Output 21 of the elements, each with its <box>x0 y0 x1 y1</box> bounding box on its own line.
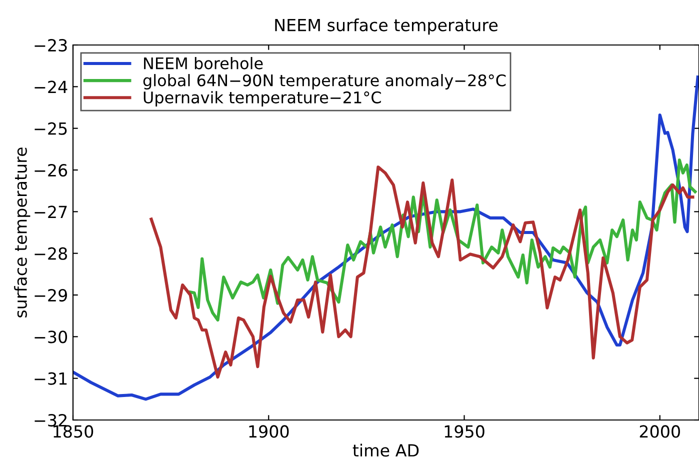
y-tick-label: −28 <box>34 247 67 260</box>
y-tick-label: −25 <box>34 122 67 135</box>
y-tick-label: −23 <box>34 38 67 52</box>
x-tick-label: 2000 <box>640 425 680 438</box>
legend-label: NEEM borehole <box>144 56 263 70</box>
y-tick-label: −24 <box>34 80 68 93</box>
y-tick-label: −26 <box>34 164 68 177</box>
x-tick-label: 1950 <box>444 425 484 438</box>
line-series <box>150 166 694 379</box>
x-tick-label: 1900 <box>249 425 289 438</box>
legend-label: Upernavik temperature−21°C <box>144 91 381 107</box>
y-tick-label: −27 <box>34 206 67 218</box>
x-axis-title: time AD <box>352 444 419 457</box>
chart-title: NEEM surface temperature <box>275 18 498 35</box>
y-axis-title: surface temperature <box>14 148 30 318</box>
y-tick-label: −29 <box>34 288 67 302</box>
y-tick-label: −30 <box>34 330 68 344</box>
y-tick-label: −31 <box>34 372 67 385</box>
y-tick-label: −32 <box>34 414 66 427</box>
x-tick-label: 1850 <box>54 425 94 438</box>
legend-label: global 64N−90N temperature anomaly−28°C <box>143 74 506 90</box>
